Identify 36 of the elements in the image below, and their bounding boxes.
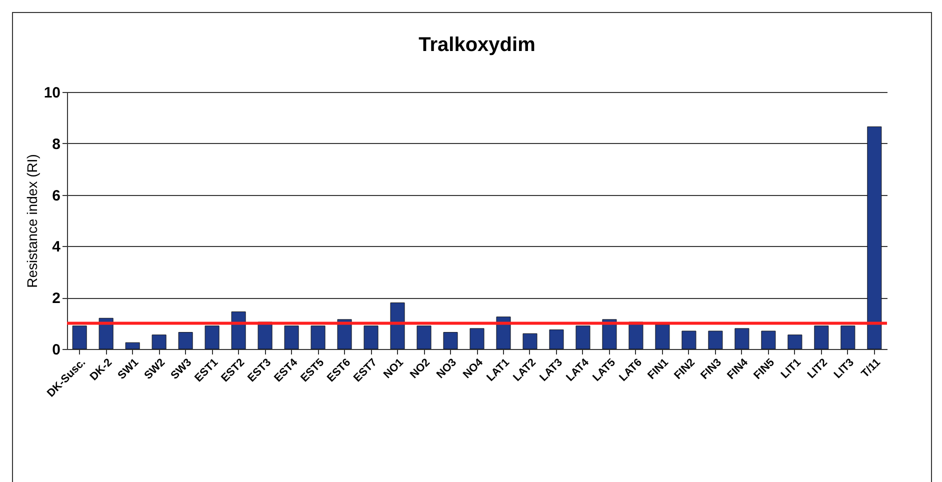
bar	[788, 334, 802, 350]
y-tick-label: 10	[44, 84, 60, 102]
bar	[204, 326, 220, 350]
bar	[284, 326, 299, 350]
bar	[814, 326, 829, 350]
y-tick-label: 8	[52, 136, 60, 153]
bar	[152, 334, 166, 350]
y-tick-label: 0	[52, 342, 60, 358]
y-tick-label: 2	[52, 290, 60, 308]
y-tick-label: 4	[52, 238, 62, 256]
bar	[470, 328, 484, 350]
bar	[72, 326, 87, 350]
bar	[178, 332, 193, 350]
chart-title: Tralkoxydim	[418, 34, 536, 56]
bar	[125, 342, 140, 350]
bar	[682, 330, 696, 350]
bar	[867, 126, 882, 350]
bar	[416, 326, 432, 350]
y-tick-label: 6	[52, 187, 60, 204]
bar	[628, 322, 644, 350]
bar	[761, 330, 776, 350]
bar	[258, 322, 272, 350]
bar	[364, 326, 378, 350]
bar	[549, 329, 564, 350]
bar	[522, 333, 538, 350]
bar	[708, 330, 723, 350]
bar	[576, 326, 590, 350]
bar	[734, 328, 750, 350]
bar	[231, 311, 246, 350]
bar	[443, 332, 458, 350]
bar	[310, 326, 326, 350]
y-axis-title: Resistance index (RI)	[24, 154, 40, 288]
bar	[390, 302, 405, 350]
bar	[840, 326, 856, 350]
x-tick-label: T/11	[859, 356, 883, 380]
bar	[655, 324, 670, 350]
